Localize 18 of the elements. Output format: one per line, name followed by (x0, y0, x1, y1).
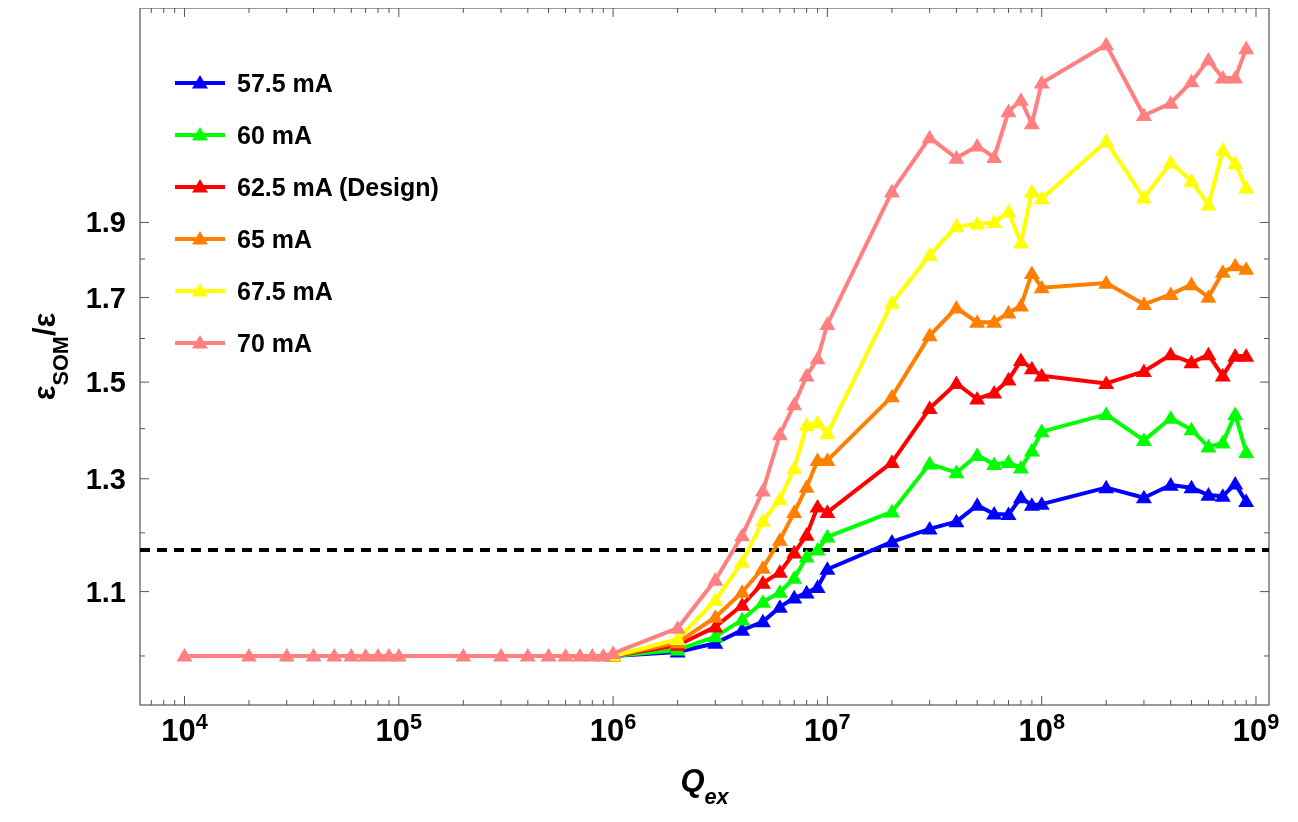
x-tick-label: 10$^{9}$ (1232, 708, 1280, 748)
x-tick-label: 10$^{4}$ (161, 708, 208, 748)
y-tick-label: 1.9 (85, 206, 126, 239)
x-tick-label: 10$^{8}$ (1018, 708, 1065, 748)
y-tick-label: 1.7 (85, 281, 126, 314)
legend-label: 67.5 mA (237, 277, 333, 305)
legend-label: 65 mA (237, 225, 313, 253)
y-tick-label: 1.5 (85, 366, 126, 399)
legend-label: 70 mA (237, 329, 313, 357)
legend-label: 60 mA (237, 121, 313, 149)
legend-label: 62.5 mA (Design) (237, 173, 439, 201)
x-axis-title: Q$_{ex}$ (680, 763, 730, 809)
legend-label: 57.5 mA (237, 69, 333, 97)
y-tick-label: 1.1 (85, 575, 126, 608)
y-tick-label: 1.3 (85, 462, 126, 495)
x-tick-label: 10$^{5}$ (375, 708, 423, 748)
x-tick-label: 10$^{6}$ (589, 708, 637, 748)
x-tick-label: 10$^{7}$ (804, 708, 851, 748)
